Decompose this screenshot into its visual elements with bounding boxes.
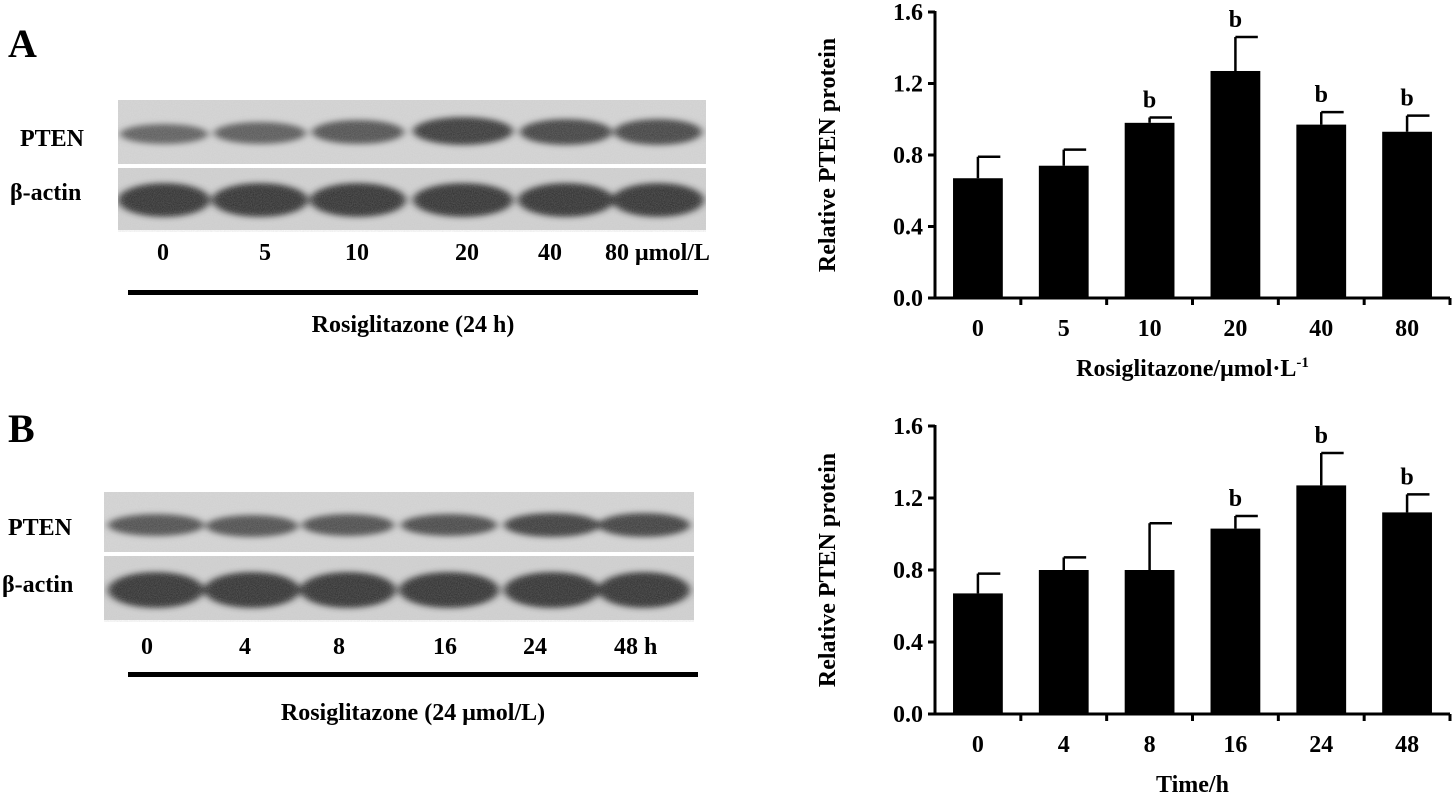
lane-label: 40 xyxy=(538,240,562,266)
lane-label: 10 xyxy=(345,240,369,266)
western-blot-image-a xyxy=(118,100,706,232)
y-tick-label: 0.4 xyxy=(893,630,923,656)
blot-texture xyxy=(104,492,694,622)
significance-label: b xyxy=(1400,464,1413,490)
y-axis-label: Relative PTEN protein xyxy=(815,453,841,687)
treatment-bar-b xyxy=(128,672,698,677)
treatment-bar-a xyxy=(128,290,698,295)
lane-label: 48 h xyxy=(614,634,658,660)
x-tick-label: 24 xyxy=(1309,732,1333,758)
blot-row-label-pten: PTEN xyxy=(8,515,73,541)
bar-chart-a: 0.0 0.4 0.8 1.2 1.6 0 5 b 10 b 20 b 40 b 80 Rosiglitazo… xyxy=(815,0,1452,382)
significance-label: b xyxy=(1229,7,1242,33)
treatment-label-a: Rosiglitazone (24 h) xyxy=(311,312,515,338)
y-tick-label: 1.2 xyxy=(893,486,923,512)
lane-label: 0 xyxy=(141,634,153,660)
bar xyxy=(1124,570,1175,714)
bar xyxy=(1296,124,1347,298)
blot-row-label-beta-actin: β-actin xyxy=(2,572,74,598)
y-tick-label: 1.2 xyxy=(893,72,923,98)
blot-row-label-beta-actin: β-actin xyxy=(10,180,82,206)
x-tick-label: 0 xyxy=(972,316,984,342)
lane-label: 4 xyxy=(239,634,251,660)
panel-letter-a: A xyxy=(8,21,37,66)
significance-label: b xyxy=(1315,82,1328,108)
x-tick-label: 48 xyxy=(1395,732,1419,758)
lane-label: 16 xyxy=(433,634,457,660)
significance-label: b xyxy=(1400,86,1413,112)
lane-label: 24 xyxy=(523,634,547,660)
x-tick-label: 16 xyxy=(1223,732,1247,758)
x-tick-label: 4 xyxy=(1058,732,1070,758)
x-axis-label: Time/h xyxy=(1156,772,1229,792)
bar xyxy=(1382,512,1432,714)
blot-divider xyxy=(104,552,694,556)
panel-letter-b: B xyxy=(8,406,35,451)
bar xyxy=(953,178,1003,298)
y-tick-label: 1.6 xyxy=(893,414,923,440)
y-tick-label: 0.0 xyxy=(893,702,923,728)
x-tick-label: 0 xyxy=(972,732,984,758)
significance-label: b xyxy=(1315,423,1328,449)
lane-label: 8 xyxy=(333,634,345,660)
treatment-label-b: Rosiglitazone (24 μmol/L) xyxy=(280,700,546,726)
y-tick-label: 0.0 xyxy=(893,286,923,312)
y-axis-label: Relative PTEN protein xyxy=(815,38,841,272)
significance-label: b xyxy=(1143,87,1156,113)
bar xyxy=(1038,570,1089,714)
bar xyxy=(1210,528,1261,714)
bar xyxy=(1038,165,1089,298)
y-tick-label: 0.8 xyxy=(893,143,923,169)
y-tick-label: 1.6 xyxy=(893,0,923,26)
x-tick-label: 40 xyxy=(1309,316,1333,342)
bar-chart-b: 0.00.40.81.21.60 4 8b16b24b48Time/hRelativ… xyxy=(815,414,1452,792)
bar xyxy=(953,593,1003,714)
lane-label: 0 xyxy=(157,240,169,266)
lane-label: 5 xyxy=(259,240,271,266)
x-tick-label: 10 xyxy=(1138,316,1162,342)
western-blot-image-b xyxy=(104,492,694,622)
x-tick-label: 8 xyxy=(1144,732,1156,758)
x-tick-label: 80 xyxy=(1395,316,1419,342)
bar xyxy=(1124,122,1175,298)
x-tick-label: 20 xyxy=(1223,316,1247,342)
y-tick-label: 0.8 xyxy=(893,558,923,584)
y-tick-label: 0.4 xyxy=(893,215,923,241)
blot-divider xyxy=(118,164,706,168)
significance-label: b xyxy=(1229,486,1242,512)
bar xyxy=(1210,70,1261,298)
lane-label: 80 μmol/L xyxy=(605,240,710,266)
lane-label: 20 xyxy=(455,240,479,266)
bar xyxy=(1296,485,1347,714)
blot-row-label-pten: PTEN xyxy=(20,126,85,152)
x-tick-label: 5 xyxy=(1058,316,1070,342)
bar xyxy=(1382,131,1432,298)
x-axis-label: Rosiglitazone/μmol·L-1 xyxy=(1076,355,1309,382)
